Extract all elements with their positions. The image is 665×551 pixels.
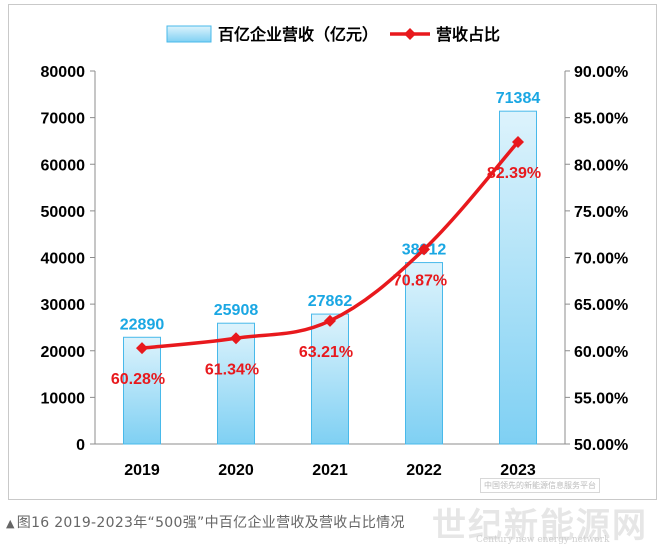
x-tick-label: 2020 [218,462,254,479]
y-right-tick-label: 60.00% [574,344,628,361]
bar-value-label: 22890 [120,316,165,333]
y-right-tick-label: 80.00% [574,157,628,174]
y-right-tick-label: 70.00% [574,251,628,268]
line-value-label: 82.39% [487,165,541,182]
y-right-tick-label: 90.00% [574,64,628,81]
revenue-chart: 0 10000 20000 30000 40000 50000 60000 70000 8000… [41,25,629,479]
bar-value-label: 71384 [496,90,541,107]
line-point-marker [136,342,148,355]
legend-bar-swatch [166,25,212,43]
watermark-main: 世纪新能源网 [432,506,648,546]
y-left-tick-label: 40000 [41,251,86,268]
x-tick-label: 2019 [124,462,160,479]
y-right-tick-label: 85.00% [574,111,628,128]
y-right-tick-label: 50.00% [574,437,628,454]
watermark-logo: 中国领先的新能源信息服务平台 世纪新能源网 Century new energy… [432,478,662,550]
y-right-tick-label: 65.00% [574,297,628,314]
line-point-marker [230,332,242,345]
bar [405,262,443,445]
caption-text: 图16 2019-2023年“500强”中百亿企业营收及营收占比情况 [16,515,405,531]
x-tick-label: 2021 [312,462,348,479]
bar [311,313,349,445]
y-left-tick-label: 10000 [41,390,86,407]
bar [123,336,161,445]
x-tick-label: 2022 [406,462,442,479]
chart-frame: 0 10000 20000 30000 40000 50000 60000 70000 8000… [8,4,657,500]
bar [499,110,537,445]
line-value-label: 60.28% [111,371,165,388]
y-left-tick-label: 80000 [41,64,86,81]
caption-triangle-icon: ▲ [6,517,15,530]
y-left-tick-label: 50000 [41,204,86,221]
watermark-stamp: 中国领先的新能源信息服务平台 [480,478,600,493]
y-right-tick-label: 75.00% [574,204,628,221]
legend-line-marker [404,28,416,40]
y-left-tick-label: 60000 [41,157,86,174]
x-tick-label: 2023 [500,462,536,479]
legend-bar-label: 百亿企业营收（亿元） [218,25,378,44]
watermark-sub: Century new energy network [476,535,610,545]
line-point-marker [418,243,430,256]
legend-line-label: 营收占比 [436,25,500,44]
y-left-tick-label: 20000 [41,344,86,361]
line-point-marker [512,135,524,148]
line-value-label: 61.34% [205,361,259,378]
bar-value-label: 25908 [214,302,259,319]
line-value-label: 63.21% [299,344,353,361]
line-series-path [141,140,520,350]
line-value-label: 70.87% [393,272,447,289]
y-left-tick-label: 0 [76,437,85,454]
y-left-tick-label: 70000 [41,111,86,128]
bar-value-label: 27862 [308,293,353,310]
y-left-tick-label: 30000 [41,297,86,314]
figure-caption: ▲ 图16 2019-2023年“500强”中百亿企业营收及营收占比情况 [6,512,405,532]
y-right-tick-label: 55.00% [574,390,628,407]
line-point-marker [324,314,336,327]
